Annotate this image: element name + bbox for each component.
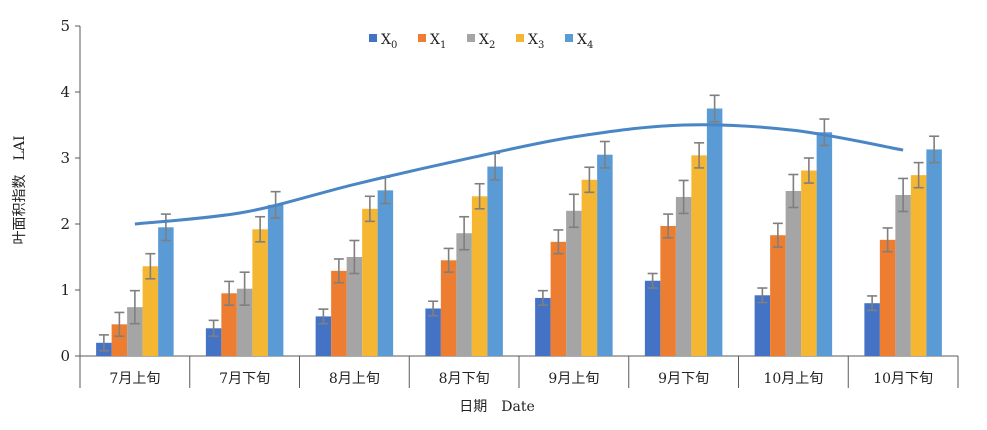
bar — [346, 257, 363, 356]
bar — [660, 225, 676, 356]
bar — [785, 191, 802, 356]
legend-swatch — [516, 34, 524, 42]
x-tick-label: 10月下旬 — [873, 371, 933, 387]
legend-entry: X3 — [528, 32, 544, 51]
bar — [644, 280, 661, 356]
bar — [754, 295, 771, 356]
bar — [864, 303, 880, 356]
bar — [581, 179, 598, 356]
y-tick-label: 3 — [60, 149, 70, 167]
legend-entry: X2 — [479, 32, 495, 51]
bar — [456, 233, 472, 356]
bar — [362, 208, 378, 356]
legend-entry: X1 — [430, 32, 446, 51]
bar — [770, 235, 786, 356]
x-tick-label: 7月下旬 — [219, 371, 270, 387]
bar — [691, 155, 707, 356]
bar — [675, 196, 692, 356]
bar — [425, 308, 441, 356]
bar — [221, 293, 237, 356]
bar — [267, 204, 284, 356]
bar — [597, 154, 613, 356]
x-tick-label: 8月上旬 — [329, 371, 380, 387]
legend-swatch — [369, 34, 377, 42]
bar — [801, 170, 817, 356]
bar — [252, 229, 268, 356]
bar — [816, 132, 833, 356]
y-tick-label: 1 — [60, 281, 70, 299]
x-tick-label: 8月下旬 — [439, 371, 490, 387]
trend-line — [134, 123, 904, 226]
y-tick-label: 0 — [60, 347, 70, 365]
bar — [331, 270, 347, 356]
x-tick-label: 7月上旬 — [109, 371, 160, 387]
x-tick-label: 10月上旬 — [763, 371, 823, 387]
bar — [566, 210, 582, 356]
bar — [440, 260, 457, 356]
x-tick-label: 9月下旬 — [658, 371, 709, 387]
bar — [910, 175, 927, 356]
bar — [111, 324, 128, 356]
bar — [706, 108, 723, 356]
bar — [895, 194, 911, 356]
x-axis-title: 日期 Date — [459, 399, 534, 415]
bar — [879, 239, 896, 356]
y-axis-title: 叶面积指数 LAI — [12, 136, 28, 245]
x-tick-label: 9月上旬 — [548, 371, 599, 387]
legend-swatch — [565, 34, 573, 42]
bar — [158, 227, 174, 356]
legend-entry: X4 — [577, 32, 593, 51]
legend-swatch — [467, 34, 475, 42]
bar — [535, 297, 551, 356]
y-tick-label: 2 — [60, 215, 70, 233]
legend-swatch — [418, 34, 426, 42]
bar — [205, 328, 222, 356]
y-tick-label: 5 — [60, 17, 70, 35]
bar — [487, 166, 503, 356]
y-tick-label: 4 — [60, 83, 70, 101]
bar — [127, 307, 143, 356]
bar — [142, 266, 159, 356]
bar — [315, 316, 332, 356]
bar — [550, 241, 567, 356]
bar — [377, 190, 394, 356]
bar — [926, 149, 942, 356]
bar — [471, 196, 488, 356]
legend-entry: X0 — [381, 32, 397, 51]
